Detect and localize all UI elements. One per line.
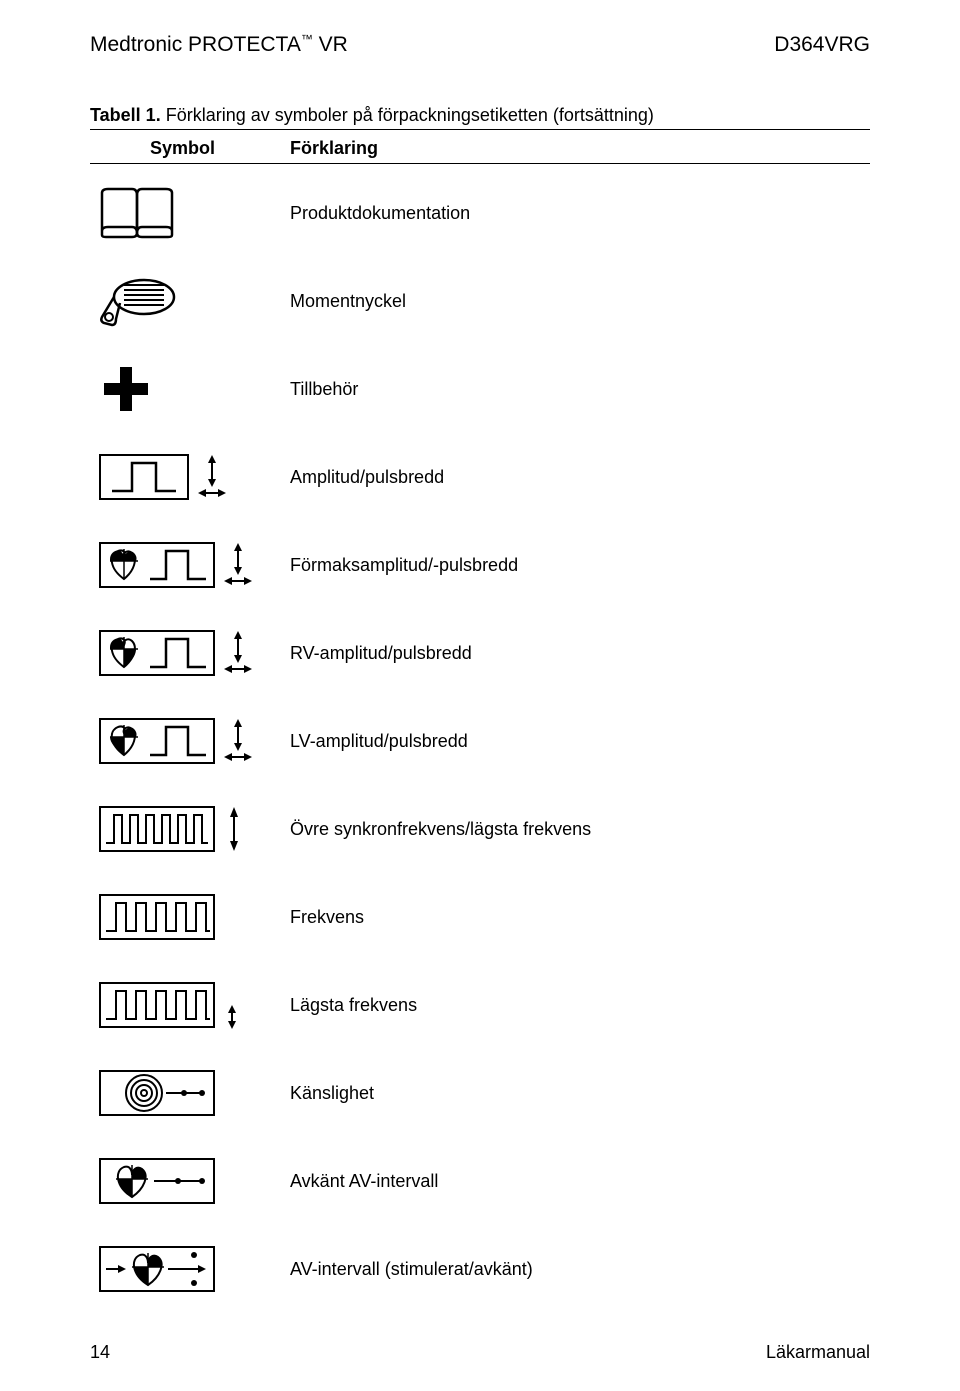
symbol-cell	[90, 629, 290, 677]
desc-text: Tillbehör	[290, 379, 358, 400]
desc-text: Produktdokumentation	[290, 203, 470, 224]
symbol-cell	[90, 185, 290, 241]
sensitivity-box-icon	[98, 1069, 216, 1117]
col-desc-header: Förklaring	[290, 138, 378, 159]
table-row: Tillbehör	[90, 348, 870, 430]
symbol-cell	[90, 1245, 290, 1293]
v-arrow-icon	[222, 805, 246, 853]
symbol-cell	[90, 361, 290, 417]
desc-text: LV-amplitud/pulsbredd	[290, 731, 468, 752]
page-footer: 14 Läkarmanual	[90, 1342, 870, 1363]
symbol-cell	[90, 453, 290, 501]
brand-text: Medtronic PROTECTA	[90, 33, 301, 56]
vh-arrows-icon	[222, 541, 254, 589]
desc-text: RV-amplitud/pulsbredd	[290, 643, 472, 664]
symbol-cell	[90, 893, 290, 941]
book-icon	[98, 185, 176, 241]
column-headers: Symbol Förklaring	[90, 134, 870, 164]
lv-pulse-box-icon	[98, 717, 216, 765]
desc-text: Avkänt AV-intervall	[290, 1171, 438, 1192]
desc-text: Momentnyckel	[290, 291, 406, 312]
table-row: Övre synkronfrekvens/lägsta frekvens	[90, 788, 870, 870]
caption-rest: Förklaring av symboler på förpackningset…	[161, 105, 654, 125]
model-code: D364VRG	[774, 33, 870, 57]
sensed-av-box-icon	[98, 1157, 216, 1205]
desc-text: Frekvens	[290, 907, 364, 928]
symbol-cell	[90, 981, 290, 1029]
table-row: Avkänt AV-intervall	[90, 1140, 870, 1222]
col-symbol-header: Symbol	[150, 138, 290, 159]
symbol-cell	[90, 805, 290, 853]
symbol-cell	[90, 1157, 290, 1205]
paced-sensed-av-box-icon	[98, 1245, 216, 1293]
doc-label: Läkarmanual	[766, 1342, 870, 1363]
table-row: RV-amplitud/pulsbredd	[90, 612, 870, 694]
table-row: Känslighet	[90, 1052, 870, 1134]
caption-bold: Tabell 1.	[90, 105, 161, 125]
table-row: Frekvens	[90, 876, 870, 958]
tm-symbol: ™	[301, 32, 313, 46]
symbol-cell	[90, 273, 290, 329]
table-row: Amplitud/pulsbredd	[90, 436, 870, 518]
table-caption: Tabell 1. Förklaring av symboler på förp…	[90, 105, 870, 130]
table-row: Produktdokumentation	[90, 172, 870, 254]
table-row: LV-amplitud/pulsbredd	[90, 700, 870, 782]
vh-arrows-icon	[222, 717, 254, 765]
symbol-cell	[90, 541, 290, 589]
brand-model: Medtronic PROTECTA™ VR	[90, 32, 348, 57]
pulse-train-box-icon	[98, 893, 216, 941]
table-row: Lägsta frekvens	[90, 964, 870, 1046]
vh-arrows-icon	[222, 629, 254, 677]
desc-text: Övre synkronfrekvens/lägsta frekvens	[290, 819, 591, 840]
table-row: Momentnyckel	[90, 260, 870, 342]
desc-text: AV-intervall (stimulerat/avkänt)	[290, 1259, 533, 1280]
table-body: Produktdokumentation Momentnyckel	[90, 164, 870, 1310]
torque-wrench-icon	[98, 273, 180, 329]
pulse-train-box-icon	[98, 805, 216, 853]
page-header: Medtronic PROTECTA™ VR D364VRG	[90, 32, 870, 57]
table-row: Förmaksamplitud/-pulsbredd	[90, 524, 870, 606]
atrial-pulse-box-icon	[98, 541, 216, 589]
desc-text: Amplitud/pulsbredd	[290, 467, 444, 488]
pulse-train-box-icon	[98, 981, 216, 1029]
rv-pulse-box-icon	[98, 629, 216, 677]
desc-text: Förmaksamplitud/-pulsbredd	[290, 555, 518, 576]
plus-icon	[98, 361, 154, 417]
desc-text: Känslighet	[290, 1083, 374, 1104]
v-arrow-small-icon	[222, 981, 242, 1029]
symbol-cell	[90, 1069, 290, 1117]
page-number: 14	[90, 1342, 110, 1363]
desc-text: Lägsta frekvens	[290, 995, 417, 1016]
symbol-cell	[90, 717, 290, 765]
pulse-box-icon	[98, 453, 190, 501]
model-suffix: VR	[313, 33, 348, 56]
table-row: AV-intervall (stimulerat/avkänt)	[90, 1228, 870, 1310]
vh-arrows-icon	[196, 453, 228, 501]
